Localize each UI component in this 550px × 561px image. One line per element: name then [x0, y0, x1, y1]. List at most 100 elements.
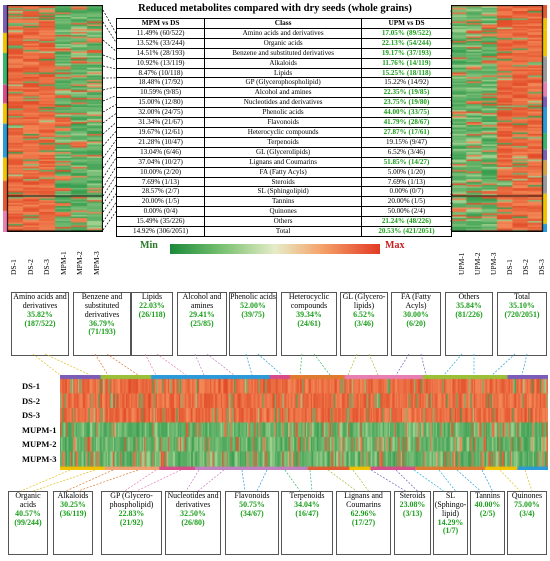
connector-line [450, 9, 453, 34]
class-box-percent: 40.00% [474, 499, 501, 509]
connector-line [413, 469, 444, 492]
class-box-name: Nucleotides and derivatives [167, 491, 219, 509]
class-box-name: Lignans and Coumarins [344, 491, 383, 509]
connector-line [106, 353, 139, 376]
connector-line [456, 469, 481, 492]
class-box: Phenolic acids 52.00% (39/75) [229, 292, 277, 356]
connector-line [443, 353, 463, 376]
class-box-name: Total [513, 292, 531, 301]
connector-line [32, 353, 61, 376]
connector-line [124, 469, 157, 492]
scale-min-label: Min [140, 240, 158, 251]
connector-line [370, 469, 406, 492]
class-box-count: (3/4) [519, 508, 535, 518]
connector-line [102, 21, 117, 43]
class-box: Nucleotides and derivatives 32.50% (26/80) [165, 491, 221, 555]
class-box: Lipids 22.03% (26/118) [131, 292, 173, 356]
class-box-name: Flavonoids [234, 491, 270, 500]
connector-line [450, 211, 453, 231]
connector-line [327, 469, 357, 492]
row-label: DS-3 [22, 410, 40, 420]
connector-line [144, 353, 157, 376]
connector-line [299, 353, 303, 376]
row-label: DS-1 [22, 381, 40, 391]
connector-line [245, 353, 253, 376]
class-box-name: Quinones [511, 491, 543, 500]
connector-line [450, 131, 453, 147]
connector-line [136, 469, 182, 492]
connector-line [102, 202, 117, 223]
chart-title: Reduced metabolites compared with dry se… [138, 3, 412, 14]
connector-line [450, 166, 453, 189]
connector-line [313, 353, 331, 376]
class-box: Benzene and substituted derivatives 36.79… [73, 292, 131, 356]
connector-line [450, 65, 453, 70]
connector-line [524, 469, 533, 492]
row-label: MUPM-1 [22, 424, 57, 435]
class-box-percent: 52.00% [240, 300, 266, 310]
class-box-count: (39/75) [241, 309, 265, 319]
class-box-count: (1/7) [442, 526, 459, 536]
connector-line [450, 193, 453, 213]
class-box-name: Heterocyclic compounds [288, 292, 330, 310]
class-box-count: (720/2051) [504, 309, 540, 319]
class-box-name: Tannins [475, 491, 500, 500]
class-box-name: SL (Sphingo-lipid) [434, 491, 467, 518]
class-box-percent: 35.84% [456, 300, 482, 310]
class-box-name: Alkaloids [57, 491, 89, 500]
connector-line [20, 469, 71, 492]
class-box-name: Amino acids and derivatives [13, 292, 67, 310]
connector-line [450, 54, 453, 61]
class-box: Tannins 40.00% (2/5) [470, 491, 505, 555]
connector-line [309, 469, 313, 492]
row-label: MUPM-2 [22, 439, 57, 449]
connector-line [368, 353, 379, 376]
class-box-percent: 32.50% [180, 508, 206, 518]
class-box: GP (Glycero-phospholipid) 22.83% (21/92) [101, 491, 162, 555]
connector-line [44, 353, 91, 376]
class-box-percent: 29.41% [189, 309, 215, 319]
middle-heatmap [60, 375, 548, 470]
connector-line [438, 469, 456, 492]
connector-line [241, 469, 246, 492]
connector-line [102, 54, 117, 61]
connector-line [481, 469, 493, 492]
connector-line [102, 211, 117, 231]
connector-line [102, 122, 117, 135]
connector-line [94, 353, 109, 376]
class-box: Terpenoids 34.04% (16/47) [281, 491, 333, 555]
upm-cell: 20.53% (421/2051) [360, 226, 453, 237]
left-heatmap [3, 5, 103, 232]
class-box-percent: 75.00% [514, 499, 540, 509]
connector-line [77, 469, 139, 492]
class-box-percent: 30.25% [60, 499, 86, 509]
class-box-count: (2/5) [479, 508, 496, 518]
class-box-count: (3/46) [354, 318, 374, 328]
class-box-percent: 6.52% [353, 309, 375, 319]
class-box-percent: 22.03% [139, 300, 165, 310]
class-box-count: (6/20) [406, 318, 426, 328]
class-box-count: (34/67) [240, 508, 264, 518]
connector-line [521, 353, 528, 376]
class-box-percent: 34.04% [294, 499, 320, 509]
class-box-count: (26/118) [138, 309, 166, 319]
connector-line [257, 353, 283, 376]
connector-line [499, 469, 521, 492]
connector-line [102, 131, 117, 147]
connector-line [491, 353, 516, 376]
class-box-name: Steroids [399, 491, 426, 500]
connector-line [450, 95, 453, 102]
connector-line [256, 469, 268, 492]
connector-line [102, 139, 117, 159]
connector-line [450, 104, 453, 113]
class-box-percent: 14.29% [437, 517, 464, 527]
connector-line [284, 469, 301, 492]
class-box: SL (Sphingo-lipid) 14.29% (1/7) [433, 491, 468, 555]
connector-line [450, 122, 453, 135]
class-box-count: (81/226) [455, 309, 483, 319]
connector-line [102, 193, 117, 213]
color-scale [170, 244, 380, 254]
connector-line [102, 9, 117, 34]
class-box-percent: 30.00% [403, 309, 429, 319]
